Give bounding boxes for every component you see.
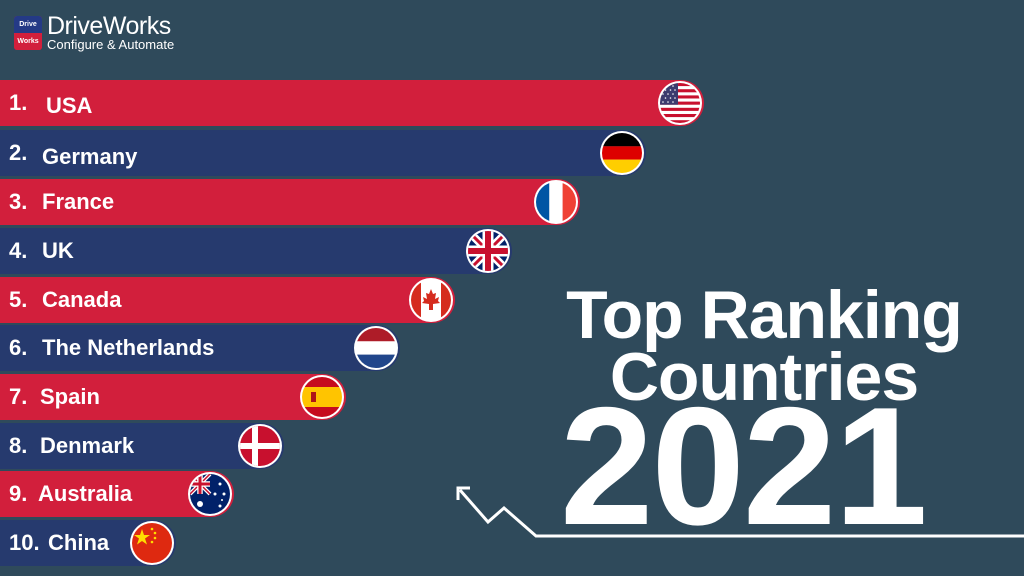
ranking-bar-1: 1. USA (0, 80, 704, 126)
rank-number: 6. (9, 335, 28, 360)
country-name: The Netherlands (42, 335, 215, 360)
ranking-bar-4: 4. UK (0, 228, 512, 274)
headline-line2: Countries (609, 339, 919, 415)
headline-year: 2021 (560, 372, 928, 560)
ranking-bar-3: 3. France (0, 179, 580, 225)
country-name: China (48, 530, 110, 555)
ranking-bar-2: 2. Germany (0, 130, 646, 176)
denmark-flag-icon (240, 426, 280, 466)
logo-subtitle: Configure & Automate (47, 37, 175, 52)
canada-flag-icon (411, 280, 451, 320)
uk-flag-icon (468, 231, 508, 271)
ranking-bar-6: 6. The Netherlands (0, 325, 400, 371)
spain-flag-icon (302, 377, 342, 417)
france-flag-icon (536, 182, 576, 222)
driveworks-logo: Drive Works DriveWorks Configure & Autom… (14, 14, 174, 52)
country-name: Denmark (40, 433, 135, 458)
ranking-bar-8: 8. Denmark (0, 423, 284, 469)
logo-badge: Drive Works (14, 16, 42, 50)
country-name: USA (46, 93, 93, 118)
rank-number: 9. (9, 481, 28, 506)
country-name: Canada (42, 287, 122, 312)
rank-number: 4. (9, 238, 28, 263)
country-name: France (42, 189, 115, 214)
country-name: Germany (42, 144, 138, 169)
rank-number: 1. (9, 90, 28, 115)
logo-badge-bottom: Works (14, 33, 42, 50)
rank-number: 10. (9, 530, 40, 555)
ranking-bar-9: 9. Australia (0, 471, 234, 517)
germany-flag-icon (602, 133, 642, 173)
usa-flag-icon (660, 83, 700, 123)
rank-number: 7. (9, 384, 28, 409)
headline-line1: Top Ranking (566, 277, 963, 353)
rank-number: 2. (9, 140, 28, 165)
ranking-bar-5: 5. Canada (0, 277, 455, 323)
china-flag-icon (132, 523, 172, 563)
logo-title: DriveWorks (47, 12, 171, 40)
country-name: UK (42, 238, 74, 263)
ranking-bar-7: 7. Spain (0, 374, 346, 420)
ranking-bar-10: 10. China (0, 520, 176, 566)
logo-badge-top: Drive (14, 16, 42, 33)
rank-number: 5. (9, 287, 28, 312)
headline: Top Ranking Countries (544, 277, 984, 415)
country-name: Spain (40, 384, 100, 409)
netherlands-flag-icon (356, 328, 396, 368)
australia-flag-icon (190, 474, 230, 514)
rank-number: 3. (9, 189, 28, 214)
country-name: Australia (38, 481, 133, 506)
trend-arrow-icon (456, 486, 1024, 538)
rank-number: 8. (9, 433, 28, 458)
